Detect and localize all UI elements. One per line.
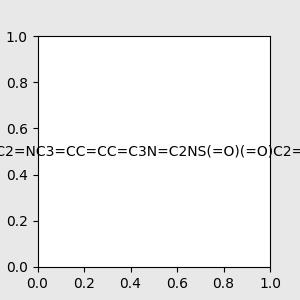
- Text: CCOC1=CC=C(NC2=NC3=CC=CC=C3N=C2NS(=O)(=O)C2=CC=CC=C2)C=C1: CCOC1=CC=C(NC2=NC3=CC=CC=C3N=C2NS(=O)(=O…: [0, 145, 300, 158]
